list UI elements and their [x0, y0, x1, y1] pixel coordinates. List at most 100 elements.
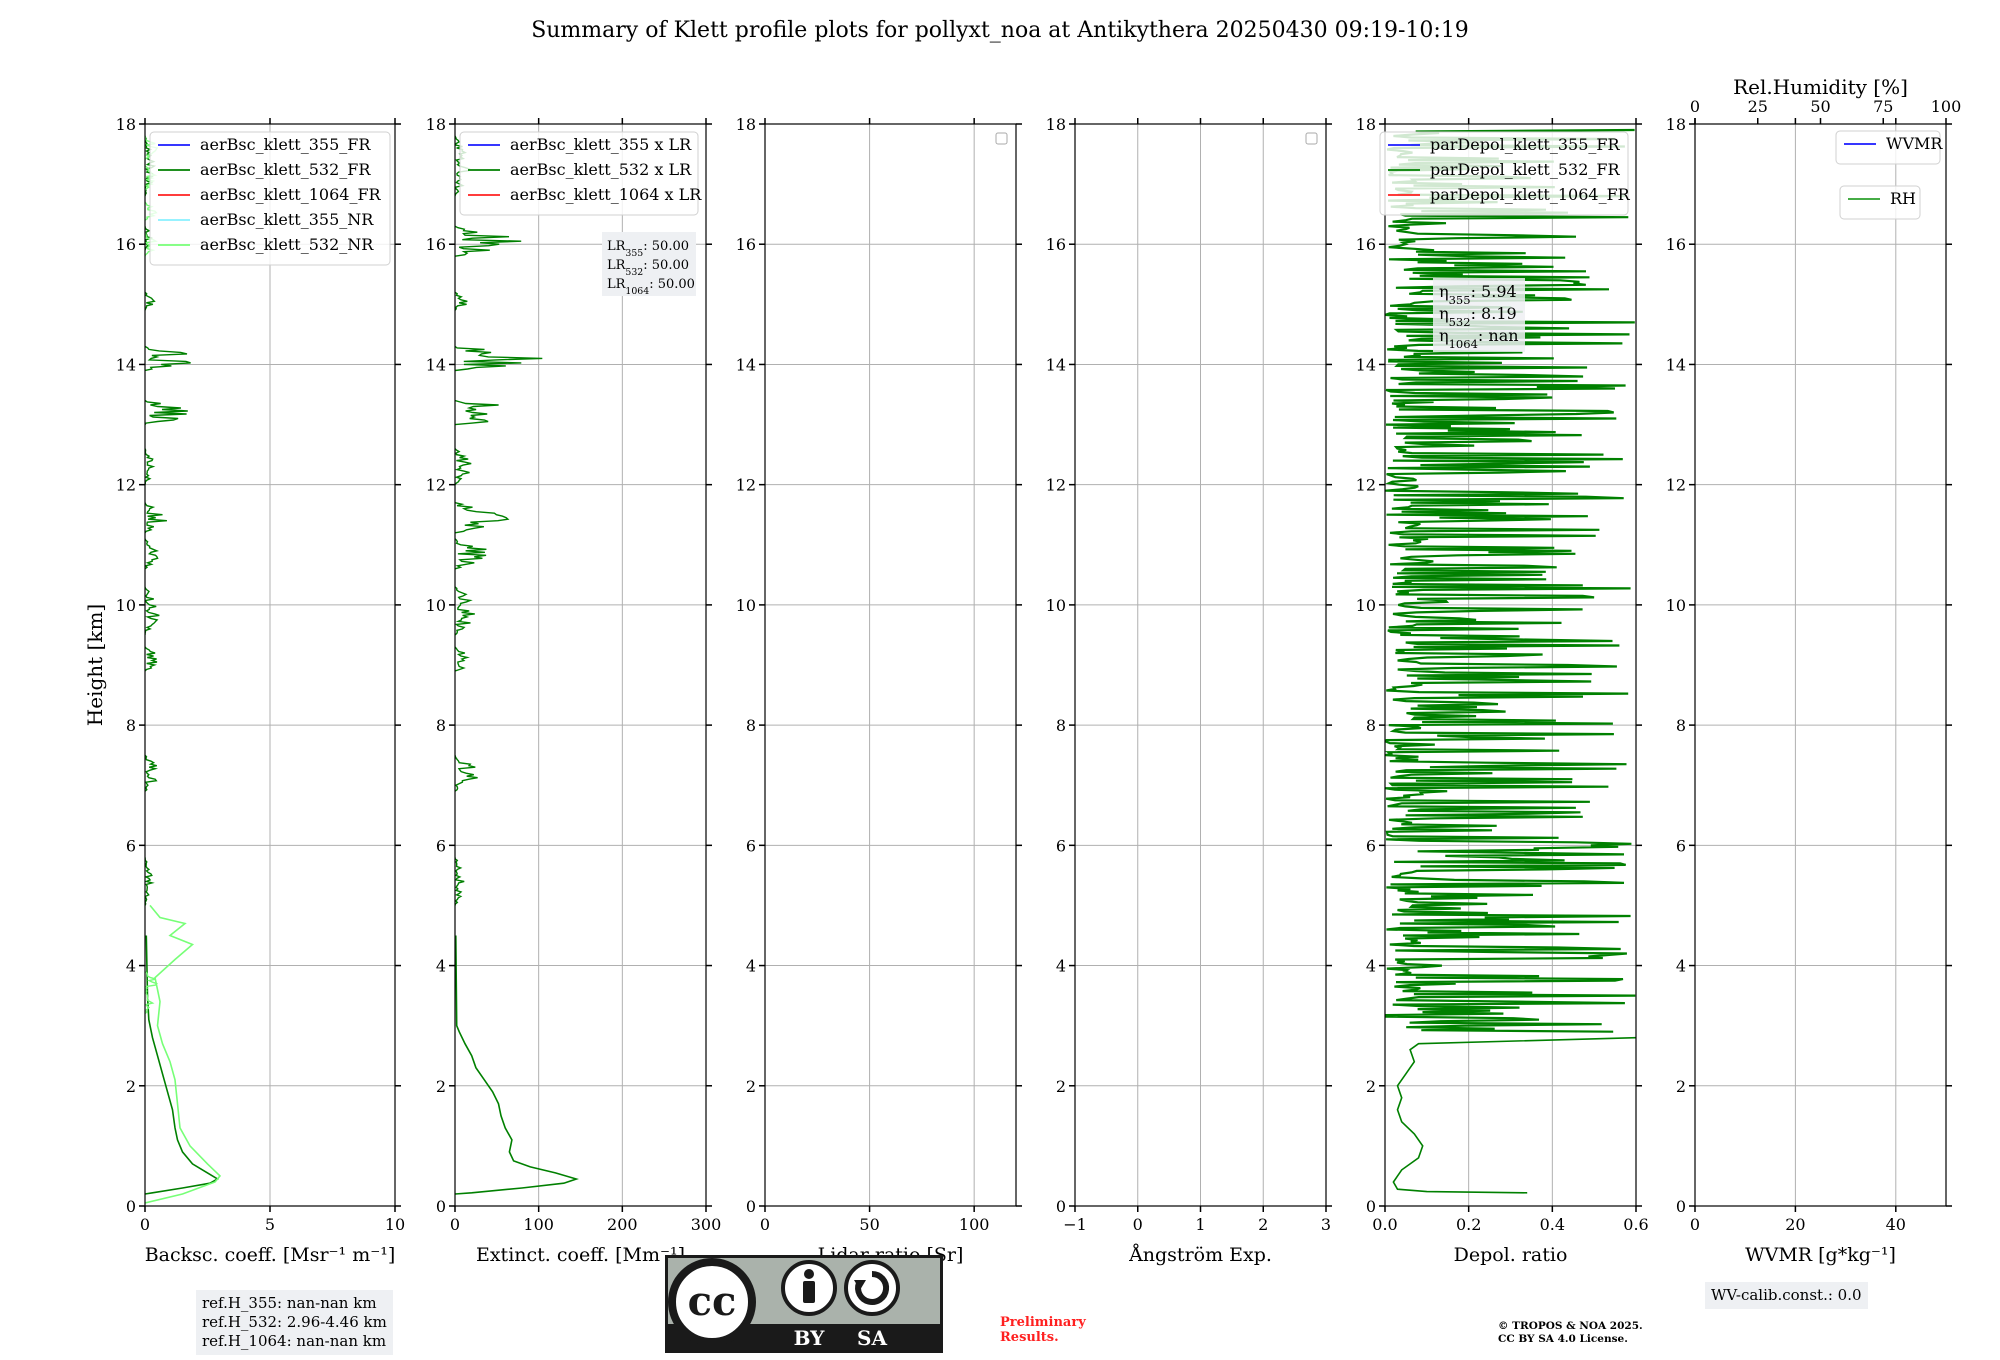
- y-tick-label: 18: [1046, 115, 1066, 134]
- panel-backscatter: 0 5 10 0 2 4 6 8 10 12 14 16 18 Backsc. coeff. [Msr⁻¹…: [83, 115, 405, 1266]
- x-tick-label: 1: [1195, 1215, 1205, 1234]
- ref-height-532: ref.H_532: 2.96-4.46 km: [202, 1313, 387, 1331]
- legend-entry: parDepol_klett_355_FR: [1430, 135, 1621, 154]
- top-x-tick-label: 100: [1931, 97, 1962, 116]
- y-tick-label: 18: [116, 115, 136, 134]
- y-tick-label: 0: [126, 1197, 136, 1216]
- series-noise: [145, 345, 191, 372]
- y-tick-label: 0: [1366, 1197, 1376, 1216]
- legend-entry: aerBsc_klett_1064_FR: [200, 185, 382, 204]
- cc-text: cc: [688, 1278, 737, 1325]
- ref-heights-box: ref.H_355: nan-nan km ref.H_532: 2.96-4.…: [196, 1290, 393, 1355]
- y-tick-label: 8: [1676, 716, 1686, 735]
- y-tick-label: 12: [1356, 476, 1376, 495]
- y-tick-label: 14: [736, 355, 756, 374]
- legend-entry: aerBsc_klett_532_NR: [200, 235, 374, 254]
- series-noise: [455, 755, 478, 792]
- series-noise: [145, 857, 155, 906]
- y-tick-label: 4: [436, 957, 446, 976]
- series-noise: [145, 586, 160, 635]
- legend-entry: parDepol_klett_532_FR: [1430, 160, 1621, 179]
- y-tick-label: 8: [746, 716, 756, 735]
- y-tick-label: 4: [1676, 957, 1686, 976]
- y-tick-label: 16: [736, 235, 756, 254]
- y-tick-label: 10: [116, 596, 136, 615]
- series-noise: [145, 291, 156, 311]
- series-noise: [1385, 128, 1636, 1033]
- x-tick-label: 10: [385, 1215, 405, 1234]
- preliminary-line-2: Results.: [1000, 1330, 1059, 1345]
- legend-box: [459, 131, 699, 216]
- y-tick-label: 16: [116, 235, 136, 254]
- panel-wvmr: 0 20 40 0 2 4 6 8 10 12 14 16 18 WVMR [g*kg⁻¹] 0 25 50 75…: [1666, 75, 1962, 1266]
- y-tick-label: 12: [736, 476, 756, 495]
- y-tick-label: 2: [126, 1077, 136, 1096]
- series-noise: [455, 538, 487, 570]
- x-tick-label: 20: [1785, 1215, 1805, 1234]
- y-tick-label: 18: [1666, 115, 1686, 134]
- series-aerBsc_klett_532_NR: [145, 135, 222, 1204]
- series-noise: [145, 989, 155, 1015]
- x-tick-label: 0: [1133, 1215, 1143, 1234]
- y-tick-label: 6: [746, 836, 756, 855]
- legend-depol: parDepol_klett_355_FR parDepol_klett_532_…: [1379, 131, 1631, 216]
- series-noise: [145, 971, 158, 991]
- cc-license-logo: cc BY SA: [664, 1254, 944, 1358]
- axes-frame: [764, 123, 1017, 1207]
- y-tick-label: 12: [1046, 476, 1066, 495]
- x-tick-label: 0: [1690, 1215, 1700, 1234]
- y-tick-label: 2: [1056, 1077, 1066, 1096]
- y-tick-label: 18: [736, 115, 756, 134]
- y-tick-label: 8: [126, 716, 136, 735]
- x-axis-label: WVMR [g*kg⁻¹]: [1745, 1244, 1896, 1266]
- y-tick-label: 16: [1046, 235, 1066, 254]
- x-tick-label: 3: [1321, 1215, 1331, 1234]
- legend-entry: RH: [1890, 189, 1916, 208]
- series-noise: [455, 448, 472, 486]
- legend-box: [1839, 185, 1921, 220]
- y-tick-label: 12: [1666, 476, 1686, 495]
- by-label: BY: [794, 1326, 826, 1350]
- legend-backscatter: aerBsc_klett_355_FR aerBsc_klett_532_FRae…: [149, 131, 391, 266]
- series-noise: [145, 646, 158, 672]
- legend-entry: parDepol_klett_1064_FR: [1430, 185, 1631, 204]
- x-tick-label: 2: [1258, 1215, 1268, 1234]
- legend-wvmr: WVMR: [1835, 130, 1943, 165]
- y-tick-label: 0: [1676, 1197, 1686, 1216]
- eta-label: η1064: nan: [1439, 326, 1519, 351]
- series-aerBsc_klett_532 x LR: [455, 135, 579, 1195]
- y-tick-label: 4: [746, 957, 756, 976]
- x-tick-label: 40: [1886, 1215, 1906, 1234]
- x-tick-label: 5: [265, 1215, 275, 1234]
- series-noise: [455, 291, 468, 311]
- panel-depol: 0.0 0.2 0.4 0.6 0 2 4 6 8 10 12 14 16 18 Depol. ratio p…: [1356, 115, 1649, 1266]
- legend-entry: aerBsc_klett_355_NR: [200, 210, 374, 229]
- x-tick-label: 0: [760, 1215, 770, 1234]
- x-tick-label: 100: [523, 1215, 554, 1234]
- x-tick-label: 0.2: [1456, 1215, 1481, 1234]
- cc-circle-icon: [668, 1258, 756, 1346]
- copyright-line-1: © TROPOS & NOA 2025.: [1498, 1320, 1643, 1332]
- series-line: [145, 935, 220, 1195]
- y-tick-label: 8: [436, 716, 446, 735]
- y-tick-label: 2: [436, 1077, 446, 1096]
- y-axis-label: Height [km]: [83, 604, 107, 726]
- series-noise: [145, 399, 188, 425]
- y-tick-label: 10: [426, 596, 446, 615]
- axes-frame: [1384, 123, 1637, 1207]
- sa-share-icon: [844, 1260, 900, 1316]
- x-tick-label: 0.4: [1540, 1215, 1565, 1234]
- panel-lidar_ratio: 050100024681012141618Lidar ratio [Sr]: [736, 115, 1022, 1266]
- top-x-tick-label: 25: [1748, 97, 1768, 116]
- y-tick-label: 12: [426, 476, 446, 495]
- legend-entry: aerBsc_klett_532_FR: [200, 160, 371, 179]
- empty-legend-box: [1305, 132, 1318, 145]
- x-tick-label: −1: [1063, 1215, 1087, 1234]
- y-tick-label: 16: [1356, 235, 1376, 254]
- y-tick-label: 2: [746, 1077, 756, 1096]
- y-tick-label: 8: [1366, 716, 1376, 735]
- eta-label: η532: 8.19: [1439, 304, 1517, 329]
- x-axis-label: Ångström Exp.: [1128, 1244, 1272, 1266]
- ref-height-355: ref.H_355: nan-nan km: [202, 1294, 377, 1312]
